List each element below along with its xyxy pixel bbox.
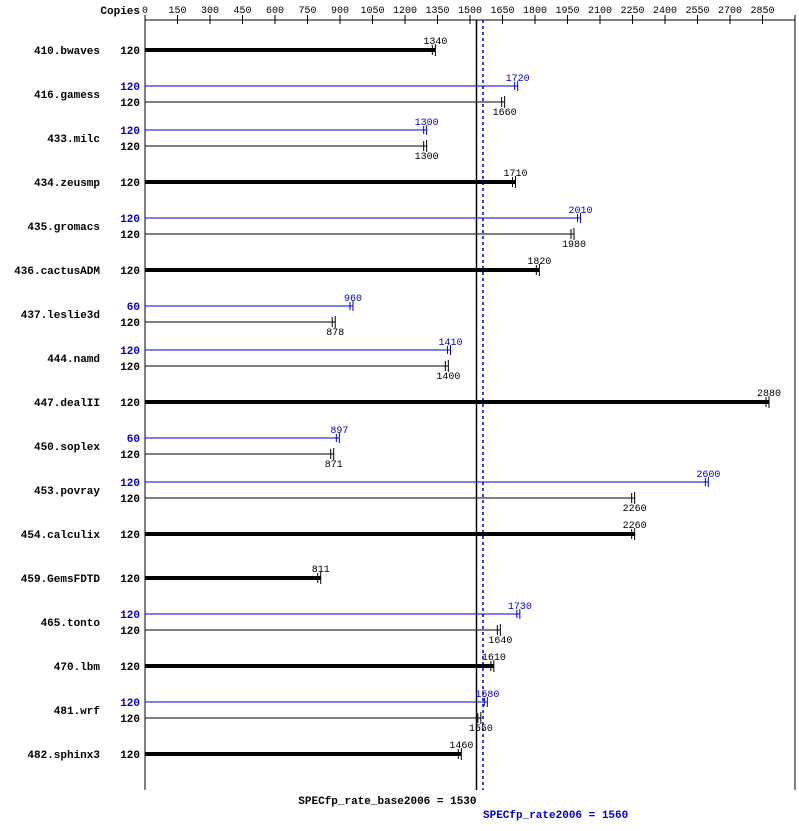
copies-label-base: 120: [120, 494, 140, 506]
benchmark-label: 437.leslie3d: [21, 310, 100, 322]
copies-label-base: 120: [120, 230, 140, 242]
x-tick-label: 2700: [718, 6, 742, 17]
copies-header: Copies: [100, 6, 140, 18]
value-label-base: 1460: [449, 741, 473, 752]
benchmark-label: 436.cactusADM: [14, 266, 100, 278]
copies-label-peak: 120: [120, 126, 140, 138]
benchmark-label: 433.milc: [47, 134, 100, 146]
benchmark-label: 434.zeusmp: [34, 178, 100, 190]
benchmark-label: 481.wrf: [54, 706, 101, 718]
x-tick-label: 2550: [685, 6, 709, 17]
value-label-base: 1340: [423, 37, 447, 48]
copies-label-base: 120: [120, 178, 140, 190]
value-label-base: 1400: [436, 372, 460, 383]
value-label-base: 1610: [482, 653, 506, 664]
benchmark-label: 470.lbm: [54, 662, 101, 674]
x-tick-label: 2400: [653, 6, 677, 17]
x-tick-label: 450: [233, 6, 251, 17]
value-label-base: 1980: [562, 240, 586, 251]
benchmark-label: 453.povray: [34, 486, 100, 498]
value-label-peak: 960: [344, 294, 362, 305]
copies-label-base: 120: [120, 46, 140, 58]
x-tick-label: 1500: [458, 6, 482, 17]
copies-label-base: 120: [120, 662, 140, 674]
value-label-base: 1300: [415, 152, 439, 163]
copies-label-base: 120: [120, 714, 140, 726]
value-label-peak: 1580: [475, 690, 499, 701]
value-label-peak: 1300: [415, 118, 439, 129]
copies-label-base: 120: [120, 362, 140, 374]
copies-label-peak: 120: [120, 698, 140, 710]
value-label-base: 2260: [623, 521, 647, 532]
benchmark-chart: Copies0 150 300 450 600 750 900 1050 1200 1350 150…: [0, 0, 799, 831]
x-tick-label: 1050: [360, 6, 384, 17]
copies-label-base: 120: [120, 530, 140, 542]
benchmark-label: 450.soplex: [34, 442, 100, 454]
value-label-base: 878: [326, 328, 344, 339]
benchmark-label: 482.sphinx3: [27, 750, 100, 762]
copies-label-base: 120: [120, 626, 140, 638]
value-label-base: 1640: [488, 636, 512, 647]
value-label-peak: 1720: [506, 74, 530, 85]
footer-peak-label: SPECfp_rate2006 = 1560: [483, 810, 628, 822]
copies-label-peak: 60: [127, 302, 140, 314]
copies-label-peak: 120: [120, 82, 140, 94]
benchmark-label: 454.calculix: [21, 530, 101, 542]
value-label-base: 2880: [757, 389, 781, 400]
copies-label-base: 120: [120, 98, 140, 110]
x-tick-label: 2250: [620, 6, 644, 17]
copies-label-peak: 120: [120, 478, 140, 490]
x-tick-label: 0: [142, 6, 148, 17]
copies-label-base: 120: [120, 450, 140, 462]
x-tick-label: 2100: [588, 6, 612, 17]
footer-base-label: SPECfp_rate_base2006 = 1530: [298, 796, 476, 808]
value-label-peak: 2600: [696, 470, 720, 481]
x-tick-label: 600: [266, 6, 284, 17]
copies-label-base: 120: [120, 398, 140, 410]
value-label-base: 2260: [623, 504, 647, 515]
copies-label-base: 120: [120, 266, 140, 278]
value-label-peak: 1410: [438, 338, 462, 349]
value-label-peak: 2010: [568, 206, 592, 217]
value-label-base: 871: [325, 460, 343, 471]
copies-label-peak: 120: [120, 610, 140, 622]
copies-label-base: 120: [120, 750, 140, 762]
benchmark-label: 465.tonto: [41, 618, 101, 630]
x-tick-label: 1800: [523, 6, 547, 17]
value-label-base: 1710: [503, 169, 527, 180]
x-tick-label: 900: [331, 6, 349, 17]
x-tick-label: 150: [168, 6, 186, 17]
copies-label-peak: 120: [120, 346, 140, 358]
x-tick-label: 2850: [750, 6, 774, 17]
value-label-base: 1820: [527, 257, 551, 268]
copies-label-base: 120: [120, 318, 140, 330]
benchmark-label: 459.GemsFDTD: [21, 574, 101, 586]
x-tick-label: 1950: [555, 6, 579, 17]
value-label-peak: 897: [330, 426, 348, 437]
copies-label-base: 120: [120, 142, 140, 154]
value-label-base: 1660: [493, 108, 517, 119]
value-label-base: 1550: [469, 724, 493, 735]
copies-label-peak: 60: [127, 434, 140, 446]
x-tick-label: 1200: [393, 6, 417, 17]
benchmark-label: 444.namd: [47, 354, 100, 366]
benchmark-label: 416.gamess: [34, 90, 100, 102]
value-label-base: 811: [312, 565, 330, 576]
copies-label-base: 120: [120, 574, 140, 586]
x-tick-label: 1350: [425, 6, 449, 17]
value-label-peak: 1730: [508, 602, 532, 613]
x-tick-label: 1650: [490, 6, 514, 17]
copies-label-peak: 120: [120, 214, 140, 226]
benchmark-label: 435.gromacs: [27, 222, 100, 234]
x-tick-label: 750: [298, 6, 316, 17]
x-tick-label: 300: [201, 6, 219, 17]
benchmark-label: 447.dealII: [34, 398, 100, 410]
benchmark-label: 410.bwaves: [34, 46, 100, 58]
